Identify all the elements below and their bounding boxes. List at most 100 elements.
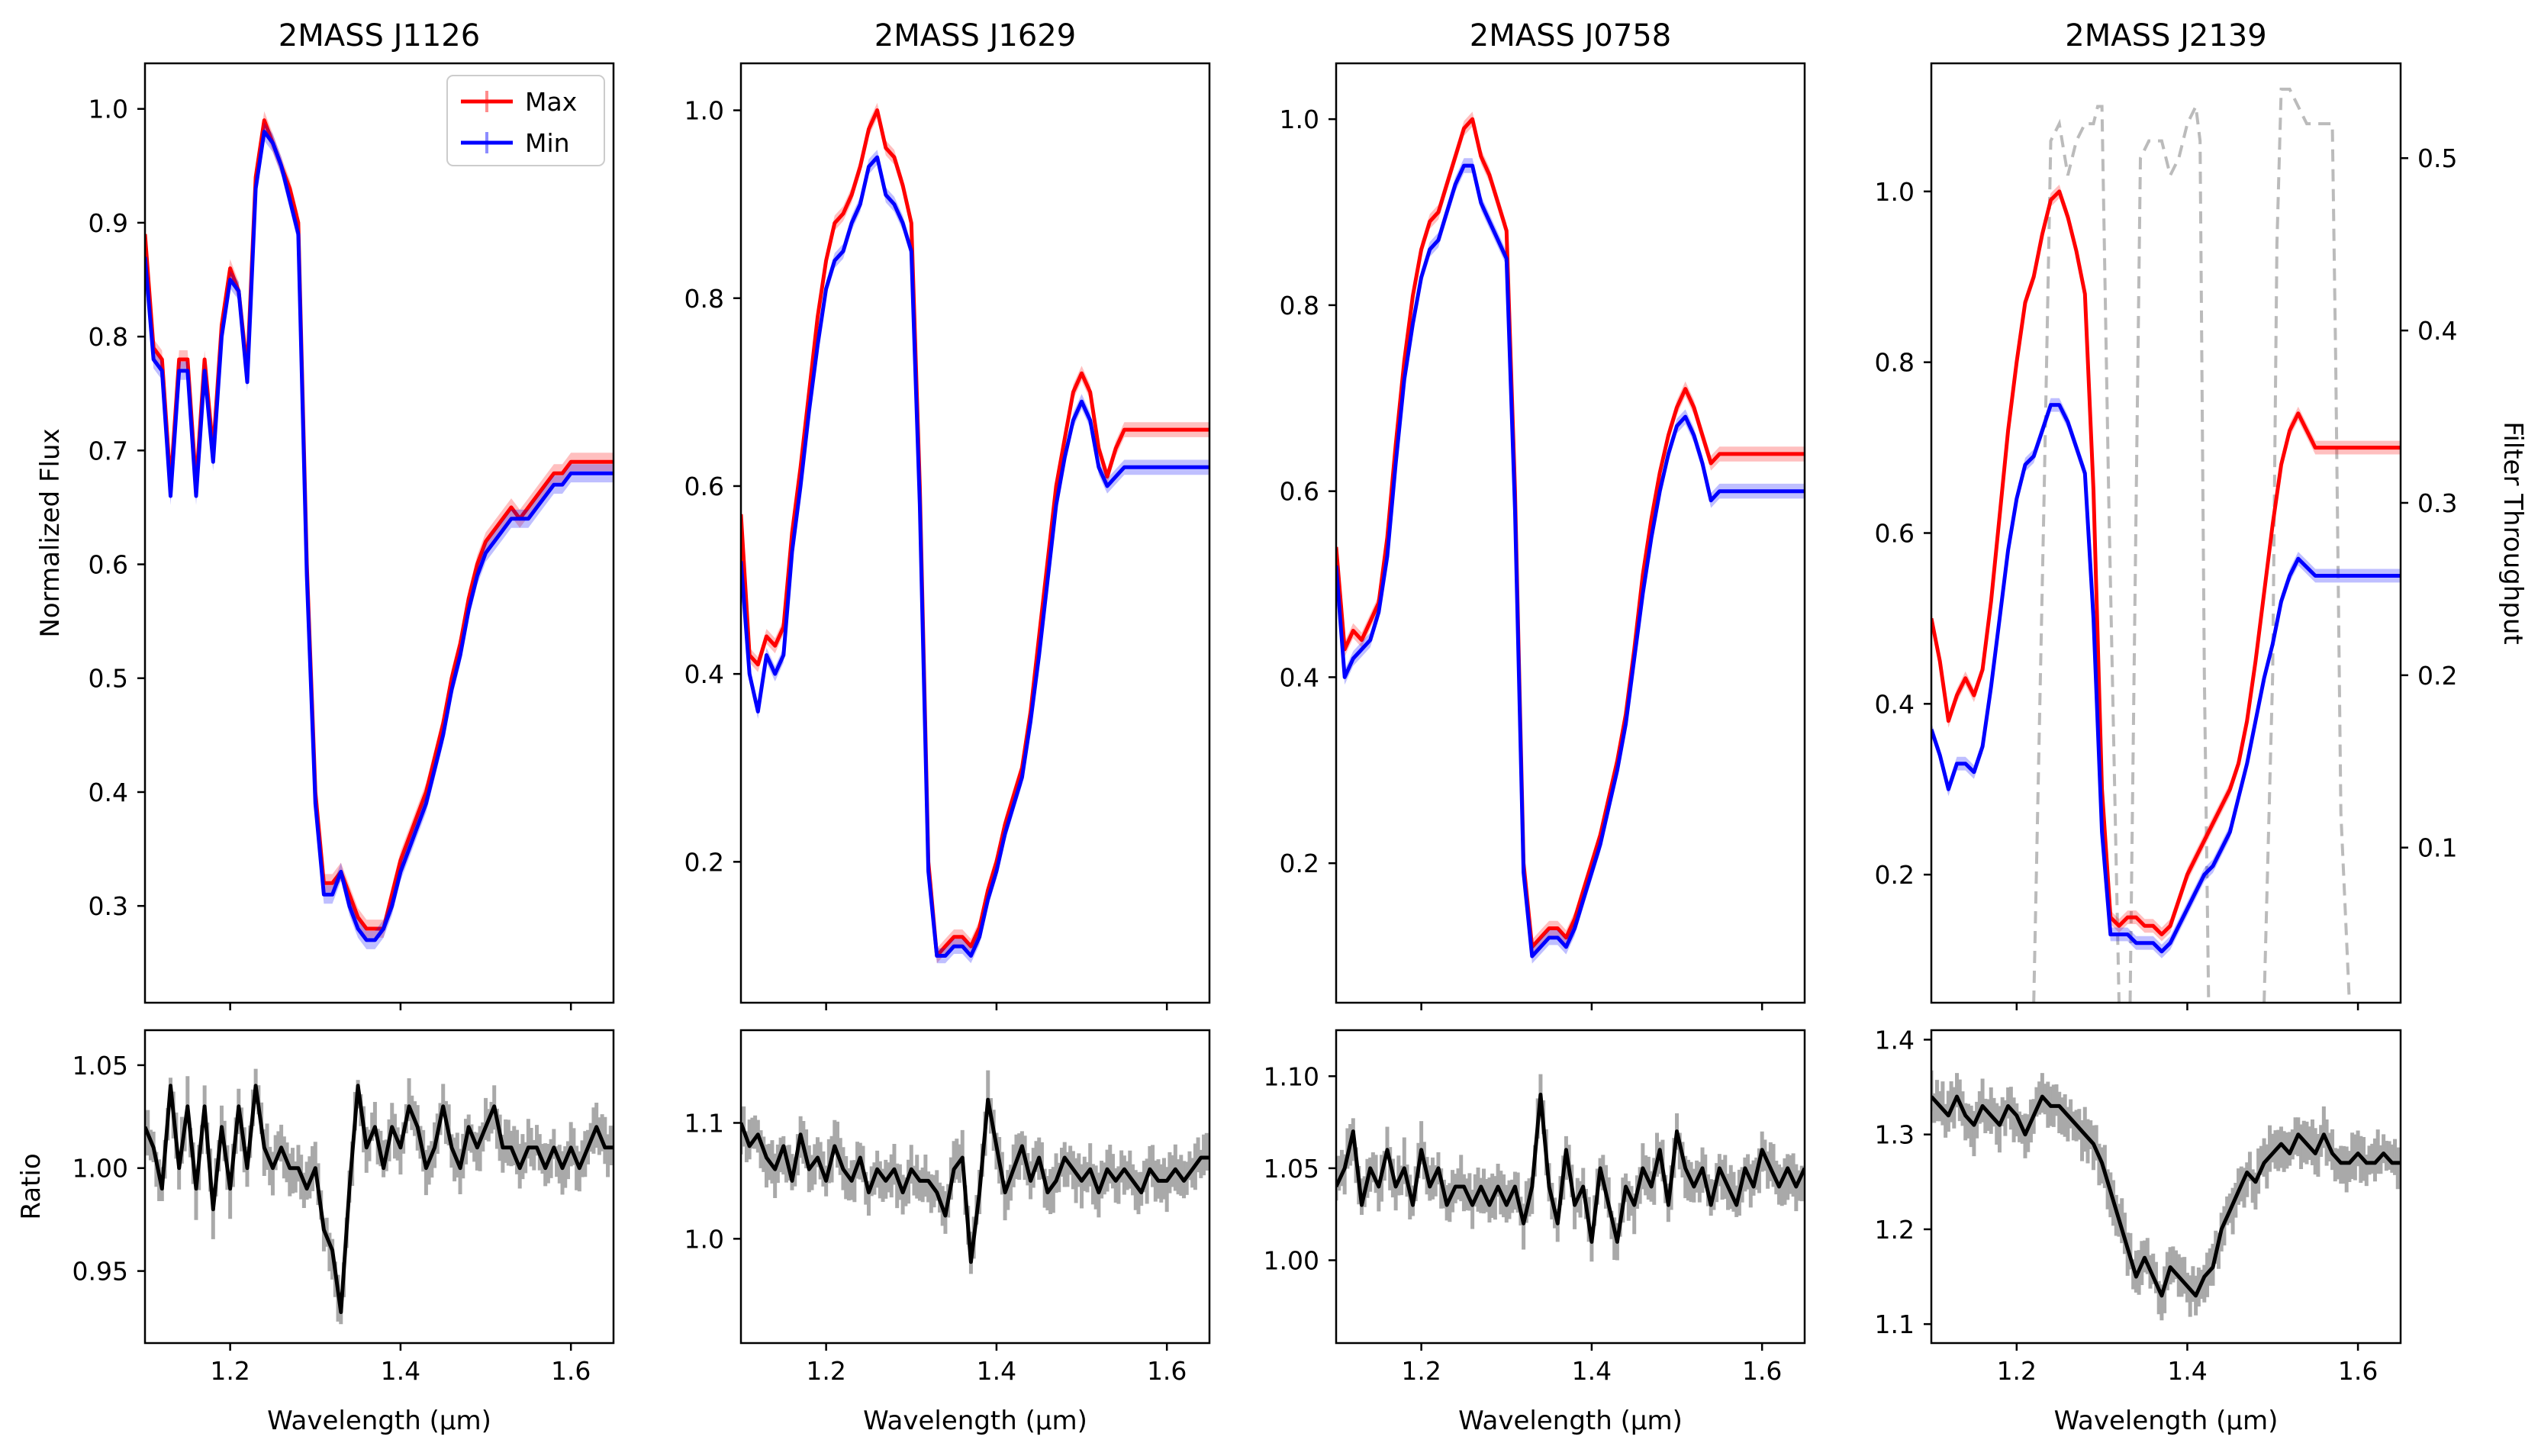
- y-tick-label: 0.8: [1280, 291, 1319, 321]
- filter-curve-2: [2128, 101, 2211, 1003]
- x-tick-label: 1.4: [977, 1356, 1016, 1386]
- panel-title: 2MASS J1126: [279, 18, 480, 53]
- x-tick-label: 1.6: [551, 1356, 591, 1386]
- y-tick-label: 1.0: [1875, 177, 1915, 207]
- series-ratio-line: [145, 1084, 614, 1314]
- y-tick-label: 0.95: [72, 1257, 128, 1287]
- series-max-line: [741, 108, 1209, 958]
- ratio-panel-4: 1.2 1.4 1.6 1.1 1.2 1.3 1.4 Wavelength (μm): [1875, 1025, 2402, 1436]
- y-right-axis-label: Filter Throughput: [2498, 421, 2525, 645]
- y-tick-label: 0.4: [1280, 662, 1319, 692]
- series-max-line: [1336, 117, 1805, 949]
- y-right-tick-label: 0.1: [2417, 833, 2457, 863]
- series-min-line: [1931, 403, 2401, 954]
- y-tick-label: 1.0: [684, 96, 724, 126]
- series-min-line: [741, 155, 1209, 958]
- x-axis-label: Wavelength (μm): [1458, 1406, 1683, 1436]
- plot-area: [741, 102, 1209, 964]
- y-tick-label: 0.4: [1875, 689, 1915, 719]
- legend-label-min: Min: [525, 128, 570, 158]
- flux-panel-4: 0.2 0.4 0.6 0.8 1.0 0.1 0.2 0.3 0.4 0.5 Filter Thr…: [1875, 18, 2525, 1010]
- y-tick-label: 1.1: [1875, 1309, 1915, 1339]
- y-tick-label: 1.1: [684, 1108, 724, 1138]
- plot-area: [145, 1068, 614, 1325]
- y-tick-label: 0.7: [89, 436, 128, 465]
- x-axis-label: Wavelength (μm): [863, 1406, 1087, 1436]
- x-tick-label: 1.6: [1147, 1356, 1187, 1386]
- plot-area: [145, 111, 614, 949]
- x-tick-label: 1.4: [381, 1356, 420, 1386]
- flux-panel-2: 0.2 0.4 0.6 0.8 1.0 2MASS J1629: [684, 18, 1211, 1010]
- y-tick-label: 1.05: [1264, 1154, 1319, 1184]
- y-tick-label: 1.10: [1264, 1061, 1319, 1091]
- x-tick-label: 1.4: [2167, 1356, 2207, 1386]
- filter-curve-3: [2263, 87, 2351, 1003]
- x-tick-label: 1.6: [2338, 1356, 2378, 1386]
- y-right-tick-label: 0.5: [2417, 143, 2457, 173]
- ratio-panel-1: 1.2 1.4 1.6 0.95 1.00 1.05 Wavelength (μm) Rati…: [16, 1029, 615, 1436]
- y-tick-label: 0.2: [1875, 860, 1915, 890]
- y-tick-label: 0.3: [89, 891, 128, 921]
- x-tick-label: 1.6: [1742, 1356, 1782, 1386]
- plot-area: [1931, 1070, 2401, 1321]
- y-tick-label: 0.6: [684, 472, 724, 501]
- x-tick-label: 1.2: [806, 1356, 845, 1386]
- series-ratio-line: [1336, 1092, 1805, 1244]
- series-min-line: [145, 130, 614, 942]
- plot-area: [1336, 111, 1805, 964]
- y-right-tick-label: 0.2: [2417, 661, 2457, 691]
- x-axis-label: Wavelength (μm): [267, 1406, 491, 1436]
- y-right-tick-label: 0.4: [2417, 316, 2457, 346]
- axes-frame: [1335, 1029, 1806, 1345]
- x-axis-label: Wavelength (μm): [2054, 1406, 2279, 1436]
- x-tick-label: 1.2: [210, 1356, 250, 1386]
- axes-frame: [1930, 1029, 2402, 1345]
- x-tick-label: 1.4: [1572, 1356, 1612, 1386]
- axes-frame: [143, 62, 615, 1004]
- legend-label-max: Max: [525, 87, 577, 117]
- plot-area: [1931, 87, 2401, 1003]
- legend: Max Min: [446, 75, 605, 166]
- y-tick-label: 0.8: [1875, 348, 1915, 378]
- y-tick-label: 0.4: [89, 778, 128, 807]
- y-tick-label: 1.3: [1875, 1120, 1915, 1150]
- y-tick-label: 0.8: [89, 322, 128, 352]
- axes-frame: [1335, 62, 1806, 1004]
- y-tick-label: 1.0: [684, 1224, 724, 1254]
- y-axis-label: Normalized Flux: [35, 428, 66, 637]
- plot-area: [1336, 1074, 1805, 1262]
- y-tick-label: 0.8: [684, 284, 724, 314]
- flux-panel-3: 0.2 0.4 0.6 0.8 1.0 2MASS J0758: [1280, 18, 1806, 1010]
- y-tick-label: 0.6: [89, 550, 128, 580]
- y-tick-label: 1.05: [72, 1051, 128, 1081]
- y-tick-label: 0.4: [684, 659, 724, 689]
- axes-frame: [739, 62, 1211, 1004]
- y-tick-label: 1.0: [89, 95, 128, 124]
- flux-panel-1: 0.3 0.4 0.5 0.6 0.7 0.8 0.9 1.0 2MASS J1126 Norma…: [35, 18, 615, 1010]
- series-ratio-line: [1931, 1094, 2401, 1298]
- y-tick-label: 1.0: [1280, 105, 1319, 134]
- axes-frame: [143, 1029, 615, 1345]
- series-max-line: [1931, 189, 2401, 936]
- axes-frame: [739, 1029, 1211, 1345]
- x-tick-label: 1.2: [1997, 1356, 2037, 1386]
- x-tick-label: 1.2: [1401, 1356, 1441, 1386]
- series-min-line: [1336, 163, 1805, 958]
- y-axis-label: Ratio: [16, 1153, 47, 1219]
- panel-title: 2MASS J0758: [1470, 18, 1671, 53]
- y-tick-label: 1.4: [1875, 1025, 1915, 1055]
- panels: 0.3 0.4 0.5 0.6 0.7 0.8 0.9 1.0 2MASS J1126 Norma…: [16, 18, 2525, 1436]
- y-right-tick-label: 0.3: [2417, 488, 2457, 518]
- y-tick-label: 1.00: [1264, 1245, 1319, 1275]
- y-tick-label: 0.2: [684, 847, 724, 877]
- panel-title: 2MASS J2139: [2065, 18, 2266, 53]
- y-tick-label: 0.5: [89, 664, 128, 694]
- series-ratio-line: [741, 1097, 1209, 1264]
- panel-title: 2MASS J1629: [874, 18, 1076, 53]
- y-tick-label: 0.6: [1875, 519, 1915, 549]
- y-tick-label: 1.00: [72, 1154, 128, 1184]
- y-tick-label: 1.2: [1875, 1215, 1915, 1245]
- plot-area: [741, 1070, 1209, 1274]
